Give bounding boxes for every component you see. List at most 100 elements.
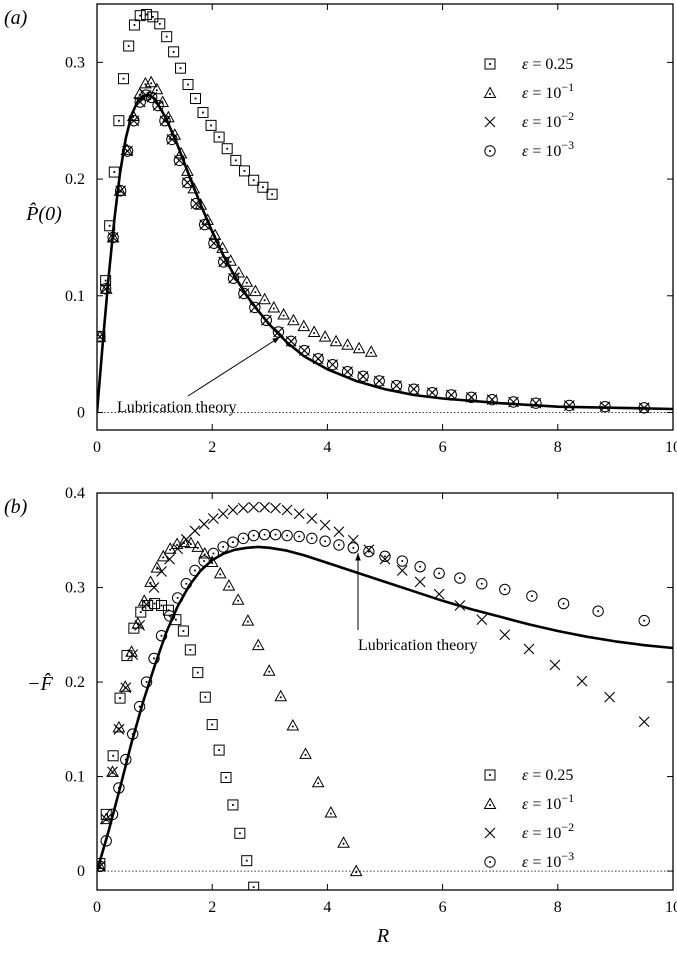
data-point xyxy=(100,275,112,287)
data-point xyxy=(592,605,604,617)
x-tick-label: 6 xyxy=(439,439,447,456)
data-point xyxy=(207,547,220,560)
data-point xyxy=(373,375,385,387)
legend-entry: ε = 10−2 xyxy=(522,820,574,842)
data-point xyxy=(97,330,106,343)
data-point xyxy=(159,115,171,127)
legend-marker xyxy=(484,116,496,128)
data-point xyxy=(192,667,204,679)
data-point xyxy=(445,389,457,401)
data-point xyxy=(154,18,166,30)
data-point xyxy=(319,535,331,547)
data-point xyxy=(454,572,466,584)
data-point xyxy=(191,540,205,552)
x-tick-label: 8 xyxy=(554,899,562,916)
data-point xyxy=(156,566,167,577)
data-point xyxy=(414,561,426,573)
data-point xyxy=(231,593,245,605)
data-point xyxy=(507,396,520,408)
data-point xyxy=(175,62,187,74)
data-point xyxy=(213,566,227,579)
data-point xyxy=(213,131,225,143)
data-point xyxy=(281,504,293,516)
data-point xyxy=(184,644,196,656)
data-point xyxy=(106,808,119,821)
data-point xyxy=(128,19,140,31)
data-point xyxy=(260,314,273,326)
data-point xyxy=(127,728,139,740)
data-point xyxy=(306,532,318,545)
y-tick-label: 0.2 xyxy=(65,171,85,188)
data-point xyxy=(198,555,210,567)
data-point xyxy=(189,525,201,537)
data-point xyxy=(414,576,426,588)
data-point xyxy=(256,904,266,914)
data-point xyxy=(120,682,132,694)
data-point xyxy=(248,174,260,186)
data-point xyxy=(293,508,305,520)
data-point xyxy=(341,338,354,350)
data-point xyxy=(135,606,147,618)
data-point xyxy=(97,860,106,873)
data-point xyxy=(238,287,250,300)
data-point xyxy=(227,536,239,548)
data-point xyxy=(557,597,570,610)
data-point xyxy=(190,197,202,210)
data-point xyxy=(270,502,281,514)
legend-marker xyxy=(484,769,496,781)
data-point xyxy=(486,393,498,406)
data-point xyxy=(114,692,126,704)
legend-entry: ε = 0.25 xyxy=(522,767,573,784)
data-point xyxy=(208,228,222,241)
data-point xyxy=(128,115,140,127)
data-point xyxy=(112,720,126,733)
data-point xyxy=(248,501,260,513)
data-point xyxy=(99,283,112,295)
data-point xyxy=(433,567,445,580)
data-point xyxy=(199,691,211,703)
data-point xyxy=(297,319,311,332)
y-tick-label: 0 xyxy=(77,404,85,421)
data-point xyxy=(133,87,146,99)
data-point xyxy=(197,107,209,119)
data-point xyxy=(108,166,120,178)
data-point xyxy=(208,237,220,249)
data-point xyxy=(134,619,146,631)
data-point xyxy=(100,835,112,847)
data-point xyxy=(146,91,158,104)
data-point xyxy=(133,700,146,713)
y-axis-label: P̂(0) xyxy=(25,202,62,225)
data-point xyxy=(364,345,378,357)
data-point xyxy=(247,529,260,542)
data-point xyxy=(604,691,616,703)
legend-entry: ε = 10−1 xyxy=(522,80,574,102)
data-point xyxy=(298,344,311,357)
legend-entry: ε = 0.25 xyxy=(522,56,573,73)
data-point xyxy=(117,73,129,85)
data-point xyxy=(390,379,403,392)
data-point xyxy=(293,530,305,543)
data-point xyxy=(227,799,239,811)
legend-marker xyxy=(484,58,496,70)
data-point xyxy=(164,553,175,565)
data-point xyxy=(123,40,135,52)
data-point xyxy=(140,676,153,688)
data-point xyxy=(329,334,343,347)
legend-entry: ε = 10−1 xyxy=(522,791,574,813)
data-point xyxy=(227,504,239,516)
series-markers xyxy=(97,9,650,414)
legend-marker xyxy=(484,856,496,868)
data-point xyxy=(237,502,249,514)
y-tick-label: 0.1 xyxy=(65,288,85,305)
data-point xyxy=(199,218,211,231)
data-point xyxy=(307,325,321,337)
data-point xyxy=(347,542,360,554)
x-tick-label: 8 xyxy=(554,439,562,456)
x-tick-label: 4 xyxy=(323,439,331,456)
data-point xyxy=(549,659,561,671)
data-point xyxy=(352,341,366,354)
data-point xyxy=(465,391,478,404)
y-axis-label: −F̂ xyxy=(27,672,53,695)
data-point xyxy=(272,326,285,338)
data-point xyxy=(379,553,391,565)
